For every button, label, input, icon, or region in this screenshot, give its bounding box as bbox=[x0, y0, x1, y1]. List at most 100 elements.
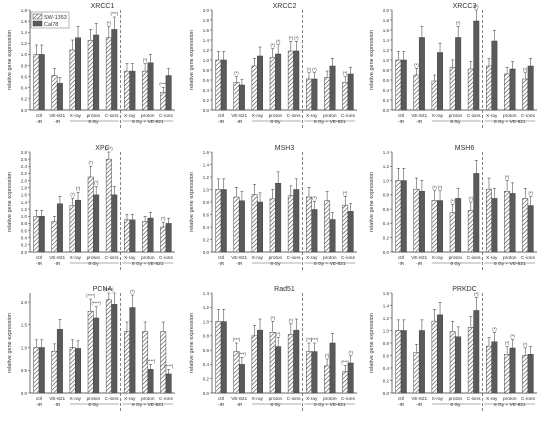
x-tick-label: C-ions bbox=[159, 255, 173, 261]
y-tick-label: 1.5 bbox=[21, 323, 28, 328]
bar-series-b bbox=[509, 68, 516, 111]
significance-label: (*) bbox=[89, 160, 94, 165]
x-tick-label: X-ray bbox=[252, 396, 264, 402]
x-tick-label: X-ray bbox=[486, 113, 498, 119]
significance-label: (*) bbox=[276, 331, 281, 336]
y-tick-label: 0.4 bbox=[21, 236, 28, 241]
bar-series-a bbox=[233, 196, 240, 253]
y-axis-label: relative gene expression bbox=[7, 30, 13, 90]
y-tick-label: 1.0 bbox=[21, 52, 28, 57]
chart-panel: XPC relative gene expression 0.0 0.2 0.4 0.6 0… bbox=[7, 145, 175, 270]
significance-label: (*) bbox=[94, 180, 99, 185]
chart-title: XPC bbox=[95, 145, 109, 152]
bar-series-b bbox=[129, 219, 136, 253]
y-tick-label: 2.8 bbox=[21, 150, 28, 155]
bar-series-b bbox=[491, 198, 498, 253]
y-tick-label: 0.4 bbox=[383, 88, 390, 93]
bar-series-a bbox=[69, 347, 76, 394]
chart-panel: MSH3 relative gene expression 0.0 0.2 0.4 0.6… bbox=[189, 145, 357, 270]
y-tick-label: 1.2 bbox=[383, 48, 390, 53]
y-axis-label: relative gene expression bbox=[7, 313, 13, 373]
bar-series-b bbox=[129, 307, 136, 394]
bar-series-a bbox=[105, 158, 112, 253]
x-tick-label: ctrl bbox=[398, 396, 404, 402]
x-tick-label: VE-821 bbox=[411, 255, 427, 261]
bar-series-b bbox=[437, 52, 443, 111]
bar-series-a bbox=[449, 212, 456, 253]
bar-series-b bbox=[400, 180, 407, 253]
bar-series-a bbox=[51, 221, 58, 253]
significance-label: (***) bbox=[341, 359, 349, 364]
significance-label: (*) bbox=[451, 198, 456, 203]
y-tick-label: 0.4 bbox=[203, 225, 210, 230]
chart-title: PCNA bbox=[93, 286, 113, 293]
chart-title: PRKDC bbox=[452, 286, 477, 293]
y-tick-label: 1.2 bbox=[203, 305, 210, 310]
bar-series-a bbox=[160, 91, 167, 111]
x-tick-label: ctrl bbox=[398, 113, 404, 119]
x-tick-sublabel: -IR bbox=[54, 119, 61, 125]
significance-label: (*) bbox=[469, 196, 474, 201]
y-tick-label: 0.6 bbox=[203, 212, 210, 217]
x-tick-label: X-ray bbox=[432, 113, 444, 119]
bar-series-a bbox=[504, 191, 511, 253]
chart-title: XRCC2 bbox=[273, 3, 297, 10]
bar-series-a bbox=[342, 371, 349, 394]
y-tick-label: 1.2 bbox=[383, 164, 390, 169]
y-tick-label: 0.2 bbox=[21, 97, 28, 102]
y-tick-label: 1.2 bbox=[21, 207, 28, 212]
x-tick-label: proton bbox=[449, 396, 463, 402]
chart-panel: PCNA relative gene expression 0.0 0.5 1.0 1.5… bbox=[7, 286, 175, 411]
y-tick-label: 0.6 bbox=[21, 74, 28, 79]
significance-label: (*) bbox=[510, 333, 515, 338]
bar-series-a bbox=[269, 332, 276, 394]
bar-series-a bbox=[105, 299, 112, 394]
y-tick-label: 0.0 bbox=[203, 108, 210, 113]
x-tick-sublabel: 8 Gy bbox=[270, 402, 281, 408]
x-tick-label: C-ions bbox=[159, 113, 173, 119]
y-tick-label: 1.4 bbox=[203, 38, 210, 43]
significance-label: (*) bbox=[271, 315, 276, 320]
x-tick-label: X-ray bbox=[124, 255, 136, 261]
x-tick-label: VE-821 bbox=[231, 113, 247, 119]
chart-panel: Rad51 relative gene expression 0.0 0.2 0.4 0.… bbox=[189, 286, 357, 411]
bar-series-b bbox=[418, 191, 425, 253]
bar-series-a bbox=[124, 219, 130, 253]
chart-title: MSH6 bbox=[455, 145, 475, 152]
bar-series-b bbox=[147, 62, 154, 111]
significance-label: (*) bbox=[130, 289, 135, 294]
bar-series-b bbox=[165, 223, 172, 253]
significance-label: (*) bbox=[505, 340, 510, 345]
bar-series-b bbox=[473, 20, 480, 111]
y-tick-label: 1.4 bbox=[203, 291, 210, 296]
y-tick-label: 2.0 bbox=[21, 300, 28, 305]
x-tick-sublabel: 8 Gy + VE-821 bbox=[132, 402, 164, 408]
significance-label: (*) bbox=[312, 67, 317, 72]
bar-series-a bbox=[449, 67, 456, 111]
bar-series-b bbox=[527, 205, 534, 253]
y-tick-label: 0.8 bbox=[203, 68, 210, 73]
y-axis-label: relative gene expression bbox=[7, 172, 13, 232]
x-tick-sublabel: -IR bbox=[36, 261, 43, 267]
significance-label: (*) bbox=[107, 20, 112, 25]
significance-label: (*) bbox=[343, 71, 348, 76]
significance-label: (**) bbox=[306, 337, 313, 342]
significance-label: (***) bbox=[110, 11, 118, 16]
bar-series-b bbox=[347, 73, 354, 111]
x-tick-sublabel: -IR bbox=[236, 261, 243, 267]
x-tick-label: VE-821 bbox=[231, 255, 247, 261]
x-tick-label: proton bbox=[323, 113, 337, 119]
bar-series-a bbox=[486, 65, 492, 111]
y-tick-label: 1.6 bbox=[21, 193, 28, 198]
legend-swatch-series-a bbox=[32, 13, 43, 20]
y-tick-label: 1.0 bbox=[203, 58, 210, 63]
bar-series-a bbox=[269, 57, 276, 111]
y-axis-label: relative gene expression bbox=[189, 313, 195, 373]
x-tick-sublabel: 8 Gy + VE-821 bbox=[132, 261, 164, 267]
x-tick-label: C-ions bbox=[467, 396, 481, 402]
x-tick-label: X-ray bbox=[432, 396, 444, 402]
bar-series-b bbox=[220, 59, 227, 111]
significance-label: (*) bbox=[289, 35, 294, 40]
significance-label: (*) bbox=[76, 186, 81, 191]
bar-series-a bbox=[105, 37, 112, 111]
